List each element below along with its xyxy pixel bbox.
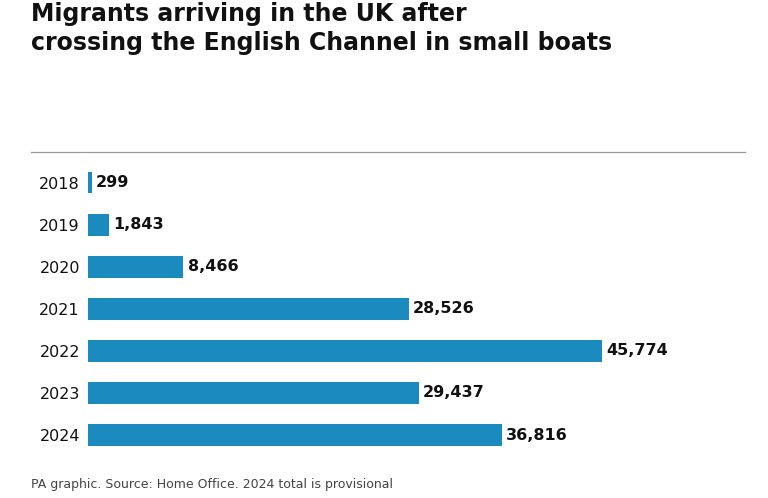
- Text: 36,816: 36,816: [506, 427, 568, 443]
- Bar: [88, 340, 602, 362]
- Text: 28,526: 28,526: [413, 301, 475, 316]
- Bar: [88, 424, 502, 446]
- Text: 45,774: 45,774: [607, 343, 668, 359]
- Text: 1,843: 1,843: [114, 217, 164, 232]
- Text: 29,437: 29,437: [423, 385, 485, 400]
- Bar: [88, 298, 409, 320]
- Bar: [88, 382, 419, 404]
- Text: 299: 299: [96, 175, 130, 190]
- Text: PA graphic. Source: Home Office. 2024 total is provisional: PA graphic. Source: Home Office. 2024 to…: [31, 478, 392, 491]
- Text: 8,466: 8,466: [188, 259, 238, 274]
- Bar: [88, 172, 91, 193]
- Bar: [88, 256, 184, 277]
- Text: Migrants arriving in the UK after
crossing the English Channel in small boats: Migrants arriving in the UK after crossi…: [31, 2, 612, 55]
- Bar: [88, 214, 109, 236]
